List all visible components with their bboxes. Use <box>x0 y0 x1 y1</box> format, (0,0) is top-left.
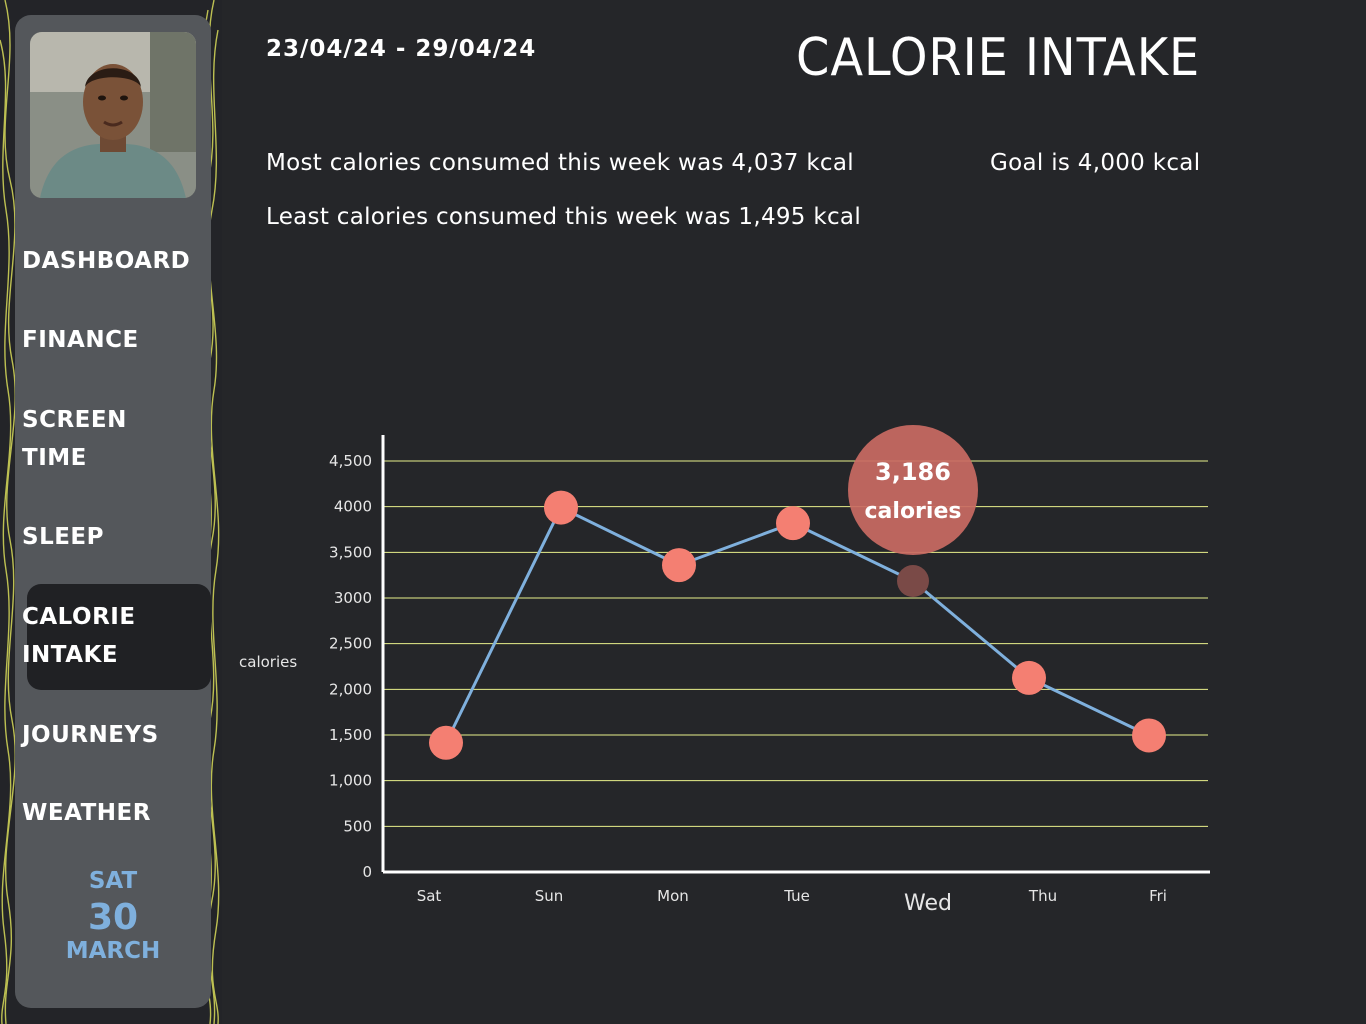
avatar[interactable] <box>30 32 196 198</box>
x-tick-label: Mon <box>657 887 689 905</box>
tooltip-unit: calories <box>865 499 962 524</box>
user-avatar-photo-icon <box>30 32 196 198</box>
sidebar-item-sleep[interactable]: SLEEP <box>22 524 105 550</box>
sidebar-item-screen-time[interactable]: SCREEN TIME <box>22 401 192 477</box>
y-tick-label: 3,500 <box>329 543 372 561</box>
data-point <box>662 548 696 583</box>
data-point <box>776 506 810 541</box>
y-tick-label: 3000 <box>334 589 372 607</box>
y-tick-label: 0 <box>362 863 372 881</box>
x-tick-label: Sat <box>417 887 442 905</box>
date-month: MARCH <box>65 938 161 964</box>
sidebar-item-label: CALORIE <box>22 604 136 630</box>
x-tick-label: Fri <box>1149 887 1167 905</box>
sidebar-item-journeys[interactable]: JOURNEYS <box>22 722 159 748</box>
data-point <box>544 490 578 525</box>
sidebar-item-label: INTAKE <box>22 642 119 668</box>
y-tick-label: 4,500 <box>329 452 372 470</box>
sidebar-item-calorie-intake[interactable]: CALORIE INTAKE <box>22 598 192 674</box>
data-point <box>1132 718 1166 753</box>
sidebar-item-label: TIME <box>22 445 87 471</box>
nav-active-highlight <box>27 584 211 690</box>
x-tick-label: Tue <box>783 887 810 905</box>
y-tick-label: 2,500 <box>329 635 372 653</box>
y-tick-label: 500 <box>343 817 372 835</box>
current-date: SAT 30 MARCH <box>15 866 211 964</box>
y-tick-label: 2,000 <box>329 680 372 698</box>
sidebar <box>15 15 211 1008</box>
least-calories-stat: Least calories consumed this week was 1,… <box>266 204 862 230</box>
data-point <box>1012 660 1046 695</box>
y-tick-label: 1,000 <box>329 772 372 790</box>
sidebar-item-finance[interactable]: FINANCE <box>22 327 139 353</box>
date-range: 23/04/24 - 29/04/24 <box>266 36 537 62</box>
x-tick-label: Thu <box>1028 887 1057 905</box>
x-tick-label: Wed <box>904 891 952 916</box>
date-day: SAT <box>88 868 138 894</box>
goal-stat: Goal is 4,000 kcal <box>990 150 1201 176</box>
date-number: 30 <box>87 897 139 938</box>
x-tick-label: Sun <box>535 887 564 905</box>
data-point <box>897 565 929 598</box>
highlight-tooltip <box>848 425 978 555</box>
sidebar-item-weather[interactable]: WEATHER <box>22 800 151 826</box>
y-axis-label: calories <box>239 653 298 671</box>
sidebar-item-dashboard[interactable]: DASHBOARD <box>22 248 191 274</box>
sidebar-item-label: SCREEN <box>22 407 127 433</box>
data-point <box>429 725 463 760</box>
y-tick-label: 4000 <box>334 498 372 516</box>
tooltip-value: 3,186 <box>875 458 951 486</box>
series-line <box>444 505 1150 744</box>
y-tick-label: 1,500 <box>329 726 372 744</box>
page-title: CALORIE INTAKE <box>796 28 1201 88</box>
most-calories-stat: Most calories consumed this week was 4,0… <box>266 150 854 176</box>
